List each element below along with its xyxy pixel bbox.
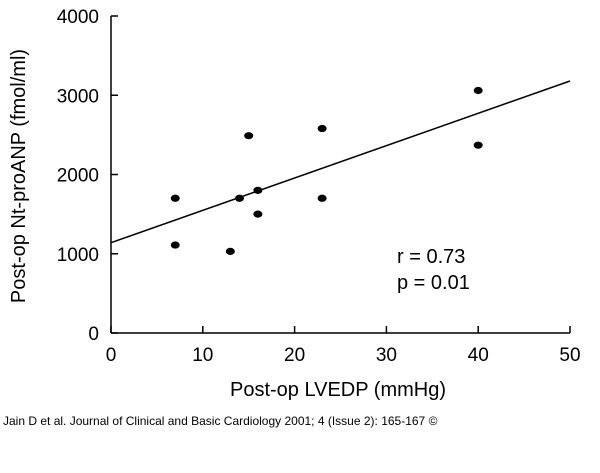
- data-point: [235, 194, 245, 202]
- axes: [110, 16, 570, 334]
- data-point: [253, 210, 263, 218]
- x-ticks: 0 10 20 30 40 50: [106, 326, 581, 366]
- correlation-p-annotation: p = 0.01: [397, 272, 470, 294]
- x-tick-label: 0: [106, 345, 117, 366]
- correlation-r-annotation: r = 0.73: [397, 246, 465, 268]
- data-point: [244, 132, 254, 140]
- y-axis-title: Post-op Nt-proANP (fmol/ml): [8, 49, 30, 303]
- data-point: [317, 194, 327, 202]
- x-tick-label: 10: [192, 345, 213, 366]
- data-point: [473, 141, 483, 149]
- x-tick-label: 50: [559, 345, 580, 366]
- data-point: [317, 124, 327, 133]
- x-tick-label: 30: [376, 345, 397, 366]
- regression-line: [110, 80, 571, 244]
- data-point: [253, 186, 263, 194]
- y-tick-label: 0: [88, 324, 99, 345]
- y-tick-label: 4000: [57, 7, 99, 28]
- y-tick-label: 2000: [57, 166, 99, 187]
- y-tick-label: 1000: [57, 245, 99, 266]
- x-axis-title: Post-op LVEDP (mmHg): [230, 379, 446, 401]
- citation-text: Jain D et al. Journal of Clinical and Ba…: [3, 414, 438, 428]
- x-tick-label: 20: [284, 345, 305, 366]
- y-tick-label: 3000: [57, 86, 99, 107]
- data-point: [473, 86, 483, 95]
- y-ticks: 0 1000 2000 3000 4000: [57, 7, 118, 345]
- data-point: [225, 247, 235, 255]
- data-point: [170, 194, 180, 202]
- data-point: [170, 241, 180, 249]
- x-tick-label: 40: [468, 345, 489, 366]
- data-points: [170, 86, 483, 255]
